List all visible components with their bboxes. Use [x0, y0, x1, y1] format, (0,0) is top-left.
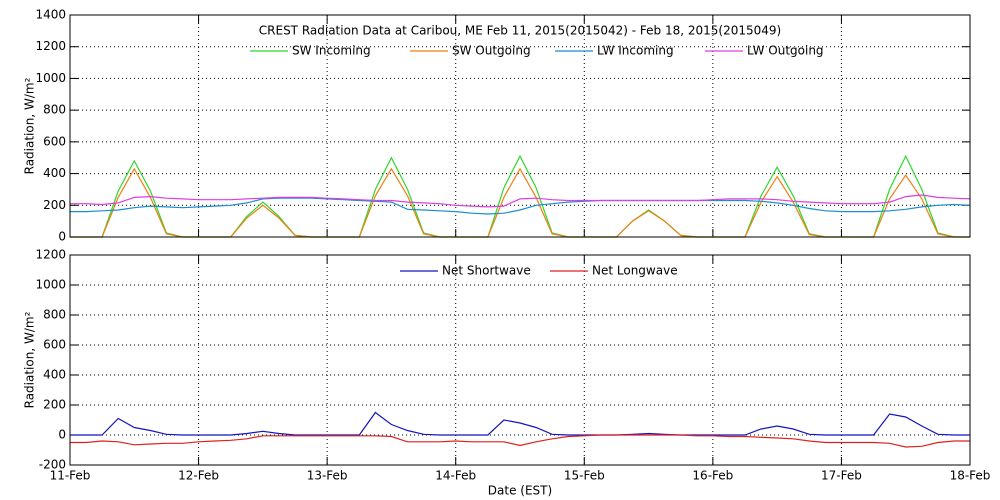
x-tick-label: 16-Feb	[692, 469, 733, 483]
chart-title: CREST Radiation Data at Caribou, ME Feb …	[259, 24, 781, 38]
x-tick-label: 13-Feb	[307, 469, 348, 483]
y-tick-label: 800	[43, 103, 66, 117]
y-tick-label: 0	[58, 428, 66, 442]
y-tick-label: 0	[58, 230, 66, 244]
legend-label: SW Incoming	[292, 44, 371, 58]
x-tick-label: 12-Feb	[178, 469, 219, 483]
y-tick-label: 400	[43, 368, 66, 382]
y-tick-label: 600	[43, 338, 66, 352]
y-tick-label: 200	[43, 198, 66, 212]
legend-label: Net Longwave	[592, 264, 678, 278]
x-axis-label: Date (EST)	[488, 484, 552, 498]
y-tick-label: 400	[43, 166, 66, 180]
y-tick-label: 1400	[35, 8, 66, 22]
series-line	[70, 197, 971, 215]
y-tick-label: 1000	[35, 278, 66, 292]
legend-label: SW Outgoing	[452, 44, 531, 58]
y-tick-label: 1000	[35, 71, 66, 85]
x-tick-label: 17-Feb	[821, 469, 862, 483]
y-axis-label: Radiation, W/m²	[23, 77, 37, 174]
series-line	[70, 434, 970, 448]
y-axis-label: Radiation, W/m²	[23, 311, 37, 408]
y-tick-label: -200	[39, 458, 66, 472]
x-tick-label: 18-Feb	[950, 469, 991, 483]
y-tick-label: 200	[43, 398, 66, 412]
series-line	[70, 194, 971, 208]
plot-frame	[69, 14, 971, 238]
y-tick-label: 1200	[35, 39, 66, 53]
legend-label: Net Shortwave	[442, 264, 531, 278]
x-tick-label: 11-Feb	[50, 469, 91, 483]
plot-frame	[69, 254, 971, 466]
x-tick-label: 14-Feb	[435, 469, 476, 483]
y-tick-label: 800	[43, 308, 66, 322]
y-tick-label: 1200	[35, 248, 66, 262]
legend-label: LW Outgoing	[747, 44, 824, 58]
legend-label: LW Incoming	[597, 44, 674, 58]
y-tick-label: 600	[43, 134, 66, 148]
x-tick-label: 15-Feb	[564, 469, 605, 483]
series-line	[70, 411, 970, 436]
